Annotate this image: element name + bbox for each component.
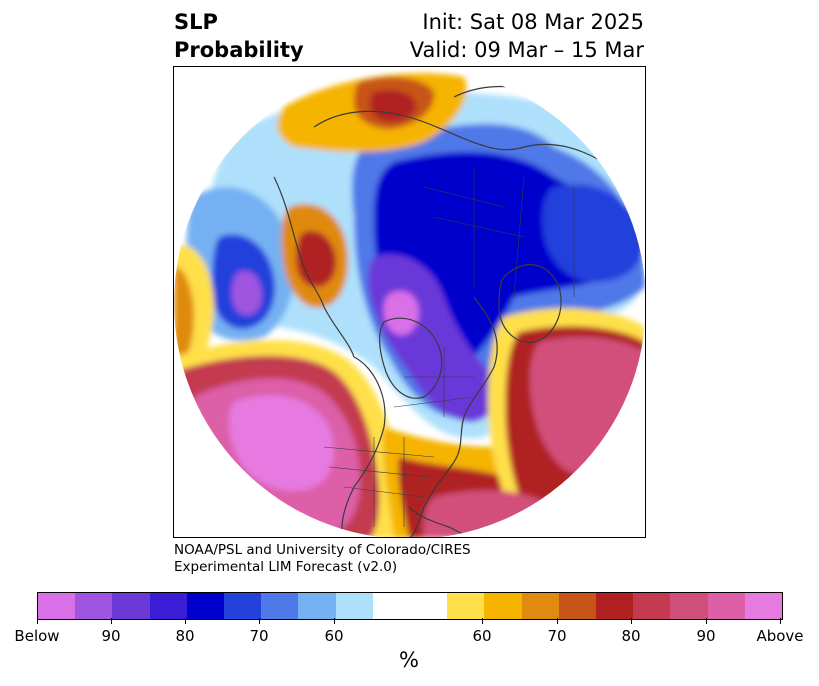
north-pacific-purple-core xyxy=(231,270,262,316)
colorbar-tick-label: 70 xyxy=(547,627,567,645)
colorbar-segment xyxy=(521,593,559,619)
colorbar-tick-label: Below xyxy=(14,627,60,645)
coastlines xyxy=(273,85,635,537)
north-pacific-violet-core xyxy=(228,395,334,491)
colorbar-tick xyxy=(334,618,335,624)
colorbar-tick-label: 70 xyxy=(249,627,269,645)
colorbar-segment xyxy=(38,593,76,619)
colorbar-segment xyxy=(335,593,373,619)
colorbar-segment xyxy=(707,593,745,619)
colorbar-segment xyxy=(633,593,671,619)
greenland-outline xyxy=(498,264,562,343)
us-interior-lines xyxy=(323,437,435,527)
colorbar-segment xyxy=(224,593,262,619)
colorbar-tick-label: 60 xyxy=(324,627,344,645)
hudson-bay-outline xyxy=(379,317,443,399)
colorbar-tick xyxy=(259,618,260,624)
north-america-outline xyxy=(341,296,498,537)
colorbar-segment xyxy=(75,593,113,619)
title-init-date: Init: Sat 08 Mar 2025 xyxy=(422,10,644,34)
asia-coast-outline xyxy=(323,306,355,358)
colorbar-segment xyxy=(596,593,634,619)
colorbar-segment xyxy=(744,593,783,619)
title-type: Probability xyxy=(174,38,304,62)
probability-field xyxy=(174,67,645,537)
colorbar-segment xyxy=(149,593,187,619)
colorbar-unit: % xyxy=(399,648,419,672)
colorbar-segment xyxy=(372,593,448,619)
colorbar-segment xyxy=(447,593,485,619)
colorbar-tick xyxy=(780,618,781,624)
colorbar-segment xyxy=(298,593,336,619)
colorbar-tick-label: 80 xyxy=(175,627,195,645)
colorbar-tick xyxy=(111,618,112,624)
credit-line-1: NOAA/PSL and University of Colorado/CIRE… xyxy=(174,542,471,558)
colorbar-tick xyxy=(482,618,483,624)
hudson-bay-violet-core xyxy=(383,290,419,336)
credit-line-2: Experimental LIM Forecast (v2.0) xyxy=(174,559,398,575)
colorbar-segment xyxy=(558,593,597,619)
title-variable: SLP xyxy=(174,10,218,34)
canada-interior-lines xyxy=(393,347,475,417)
map-panel xyxy=(173,66,646,538)
title-valid-range: Valid: 09 Mar – 15 Mar xyxy=(409,38,644,62)
probability-map xyxy=(174,67,645,537)
colorbar-tick-label: Above xyxy=(756,627,804,645)
colorbar-tick-label: 90 xyxy=(101,627,121,645)
colorbar-segment xyxy=(112,593,150,619)
colorbar-tick xyxy=(706,618,707,624)
europe-dark-red-core xyxy=(370,90,417,122)
colorbar-segment xyxy=(670,593,708,619)
colorbar-segment xyxy=(484,593,522,619)
chart-title-left: SLP Probability xyxy=(174,8,304,64)
colorbar-tick xyxy=(37,618,38,624)
colorbar-segment xyxy=(186,593,225,619)
siberia-blue-region xyxy=(542,184,645,282)
colorbar-tick xyxy=(631,618,632,624)
credit-text: NOAA/PSL and University of Colorado/CIRE… xyxy=(174,542,471,576)
colorbar xyxy=(37,592,783,620)
eurasia-outline xyxy=(273,110,635,308)
colorbar-tick-label: 60 xyxy=(472,627,492,645)
asia-pacific-orange-band xyxy=(174,267,194,372)
chart-title-right: Init: Sat 08 Mar 2025 Valid: 09 Mar – 15… xyxy=(410,8,644,64)
colorbar-tick-label: 90 xyxy=(696,627,716,645)
colorbar-tick-label: 80 xyxy=(621,627,641,645)
colorbar-tick xyxy=(185,618,186,624)
russia-interior-lines xyxy=(423,167,575,298)
colorbar-tick xyxy=(557,618,558,624)
colorbar-segment xyxy=(261,593,299,619)
